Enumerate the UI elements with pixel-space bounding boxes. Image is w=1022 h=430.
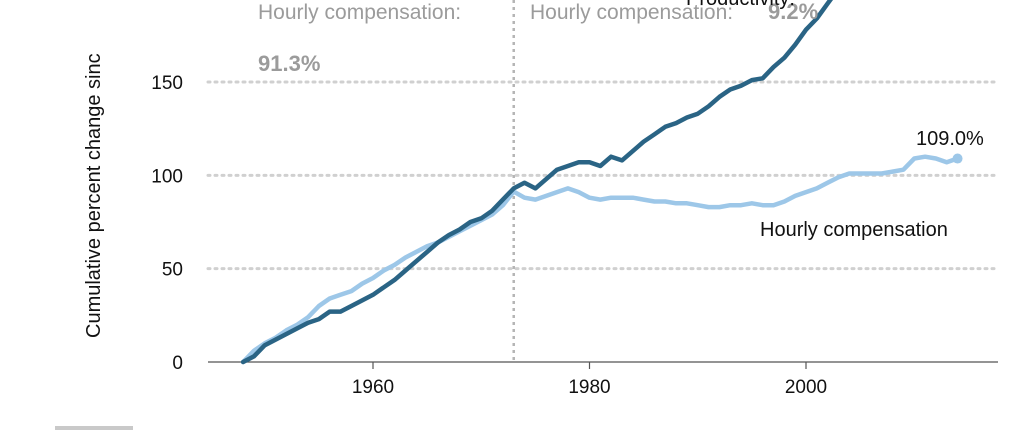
- y-axis-title: Cumulative percent change sinc: [83, 53, 105, 338]
- x-tick-label-1980: 1980: [568, 377, 610, 398]
- end-value-label: 109.0%: [916, 128, 984, 150]
- hourly-compensation-label: Hourly compensation: [760, 219, 948, 241]
- axes: 0 50 100 150 1960 1980 2000: [151, 73, 998, 398]
- series-line-hourly-compensation: [240, 154, 960, 365]
- x-tick-label-2000: 2000: [785, 377, 827, 398]
- annotation-left-value: 91.3%: [258, 51, 320, 76]
- series-line-productivity: [240, 0, 834, 365]
- series-end-marker-hourly-compensation: [952, 153, 963, 164]
- y-tick-label-0: 0: [172, 353, 183, 374]
- y-tick-label-100: 100: [151, 166, 183, 187]
- gridlines: [206, 0, 1000, 362]
- y-tick-label-150: 150: [151, 73, 183, 94]
- series-layer: [240, 0, 963, 365]
- productivity-label: Productivity:: [686, 0, 795, 10]
- bottom-scroll-bar: [55, 426, 133, 430]
- annotation-left-label: Hourly compensation:: [258, 1, 461, 24]
- annotation-right-value: 9.2%: [768, 0, 818, 24]
- annotations: Hourly compensation: 91.3% Hourly compen…: [258, 0, 984, 241]
- annotation-right-label: Hourly compensation:: [530, 1, 733, 24]
- y-tick-label-50: 50: [162, 260, 183, 281]
- x-tick-label-1960: 1960: [352, 377, 394, 398]
